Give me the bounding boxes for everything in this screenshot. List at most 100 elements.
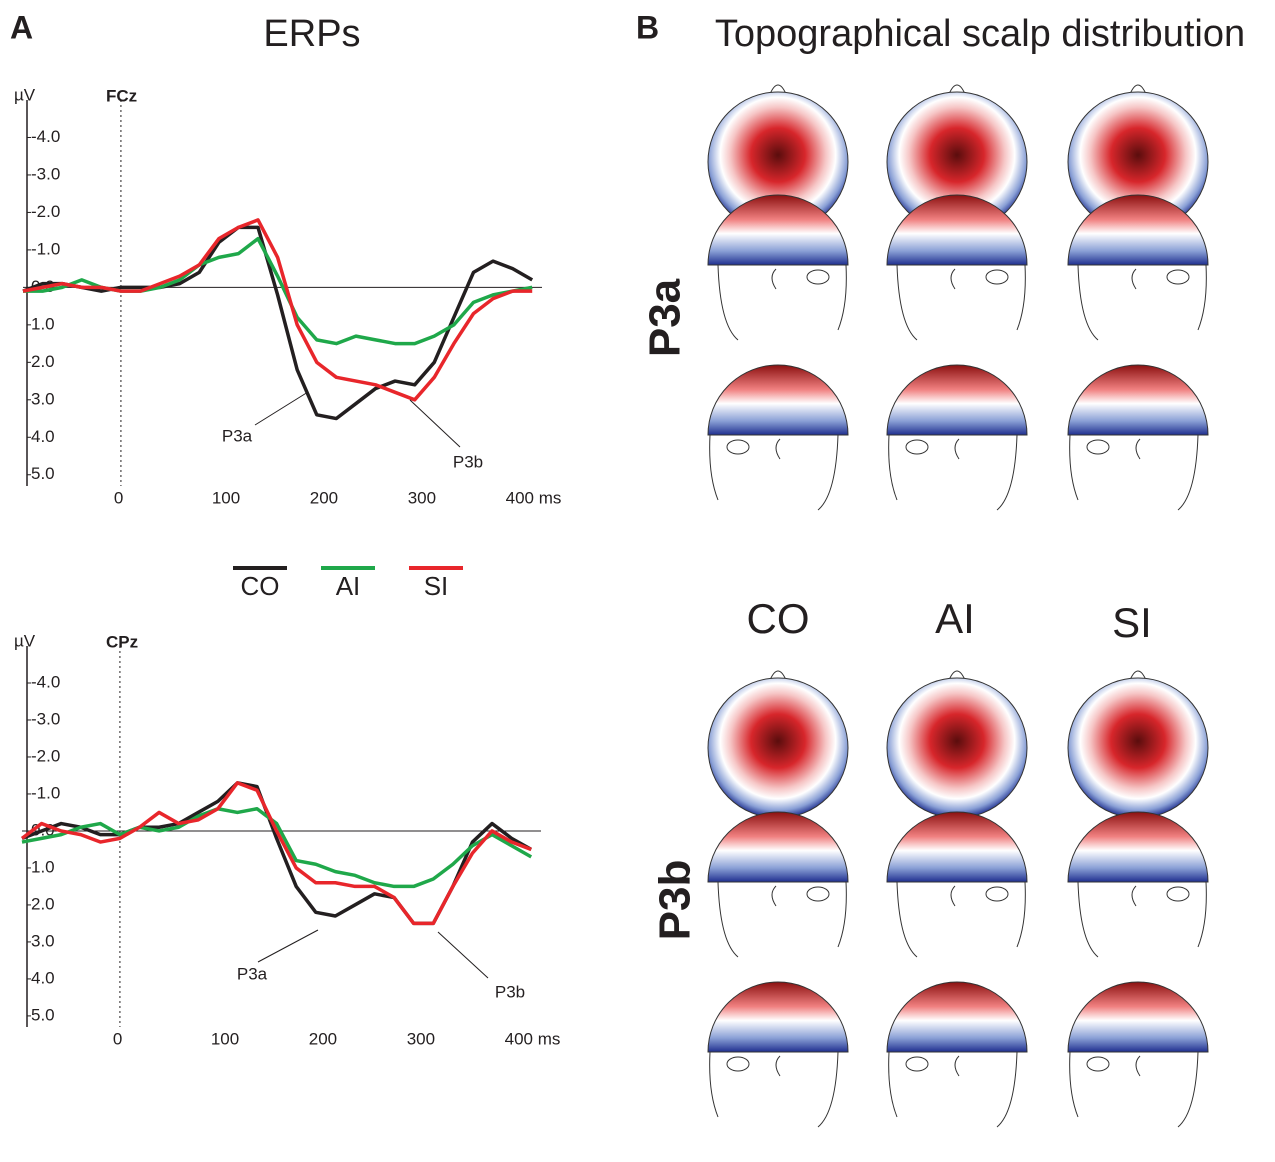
annotation-leader [409,399,461,448]
eye [1166,269,1190,285]
y-tick-label: 2.0 [31,894,55,913]
y-tick-label: 5.0 [31,464,55,483]
ear [1135,438,1141,460]
y-tick-label: -3.0 [31,164,60,183]
y-tick-label: -4.0 [31,127,60,146]
eye [806,269,830,285]
annotation: P3b [495,982,525,1001]
head-outline [717,264,847,341]
ear [954,1055,960,1077]
y-tick-label: 4.0 [31,427,55,446]
head-outline [1077,881,1207,958]
legend-label: CO [241,571,280,601]
row-label: P3b [651,860,700,941]
nose [769,670,787,681]
erp-line [21,781,533,926]
y-tick-label: -4.0 [31,672,60,691]
head-outline [717,881,847,958]
eye [905,439,929,455]
y-tick-label: 3.0 [31,931,55,950]
eye [726,439,750,455]
head-outline [888,434,1018,511]
topo-side [1067,194,1209,266]
ear [771,268,777,290]
topo-side [1067,811,1209,883]
y-tick-label: -3.0 [31,709,60,728]
x-tick-label: 100 [211,1029,239,1048]
ear [1131,885,1137,907]
ear [954,438,960,460]
head-outline [709,1051,839,1128]
ear [1131,268,1137,290]
y-tick-label: 3.0 [31,389,55,408]
legend-label: AI [336,571,361,601]
row-label: P3a [641,278,690,357]
topo-side [707,981,849,1053]
y-tick-label: -1.0 [31,239,60,258]
x-tick-label: 200 [310,488,338,507]
y-tick-label: 5.0 [31,1005,55,1024]
panel-label: A [10,9,33,45]
topo-side [707,194,849,266]
nose [1129,670,1147,681]
head-outline [888,1051,1018,1128]
unit-label: µV [14,631,36,650]
nose [948,84,966,95]
panel-title: ERPs [263,13,360,55]
eye [985,886,1009,902]
head-outline [1069,1051,1199,1128]
y-tick-label: 1.0 [31,857,55,876]
annotation: P3a [237,964,268,983]
legend-label: SI [424,571,449,601]
eye [1166,886,1190,902]
nose [1129,84,1147,95]
condition-label: AI [935,595,975,642]
condition-label: CO [747,595,810,642]
erp-line [21,807,533,889]
eye [1086,1056,1110,1072]
ear [771,885,777,907]
condition-label: SI [1112,599,1152,646]
channel-label: FCz [106,86,137,105]
eye [905,1056,929,1072]
topo-side [1067,364,1209,436]
annotation: P3a [222,426,253,445]
nose [769,84,787,95]
annotation-leader [254,391,309,426]
topo-side [707,364,849,436]
y-tick-label: 2.0 [31,352,55,371]
topo-side [886,194,1028,266]
y-tick-label: 1.0 [31,314,55,333]
x-tick-label: 0 [114,488,123,507]
ear [1135,1055,1141,1077]
erp-line [22,218,533,402]
topo-side [886,981,1028,1053]
topo-map [707,677,849,819]
eye [1086,439,1110,455]
topo-side [886,364,1028,436]
x-tick-label: 300 [407,1029,435,1048]
annotation-leader [257,929,319,963]
eye [985,269,1009,285]
y-tick-label: -2.0 [31,202,60,221]
ear [950,268,956,290]
annotation: P3b [453,452,483,471]
head-outline [896,881,1026,958]
topo-side [1067,981,1209,1053]
annotation-leader [437,931,489,979]
topo-map [886,677,1028,819]
nose [948,670,966,681]
ear [775,1055,781,1077]
x-tick-label: 200 [309,1029,337,1048]
ear [950,885,956,907]
x-tick-label: 400 ms [505,1029,561,1048]
panel-title: Topographical scalp distribution [715,13,1245,55]
ear [775,438,781,460]
topo-side [886,811,1028,883]
unit-label: µV [14,85,36,104]
y-tick-label: 4.0 [31,968,55,987]
head-outline [1069,434,1199,511]
channel-label: CPz [106,632,138,651]
topo-map [1067,677,1209,819]
